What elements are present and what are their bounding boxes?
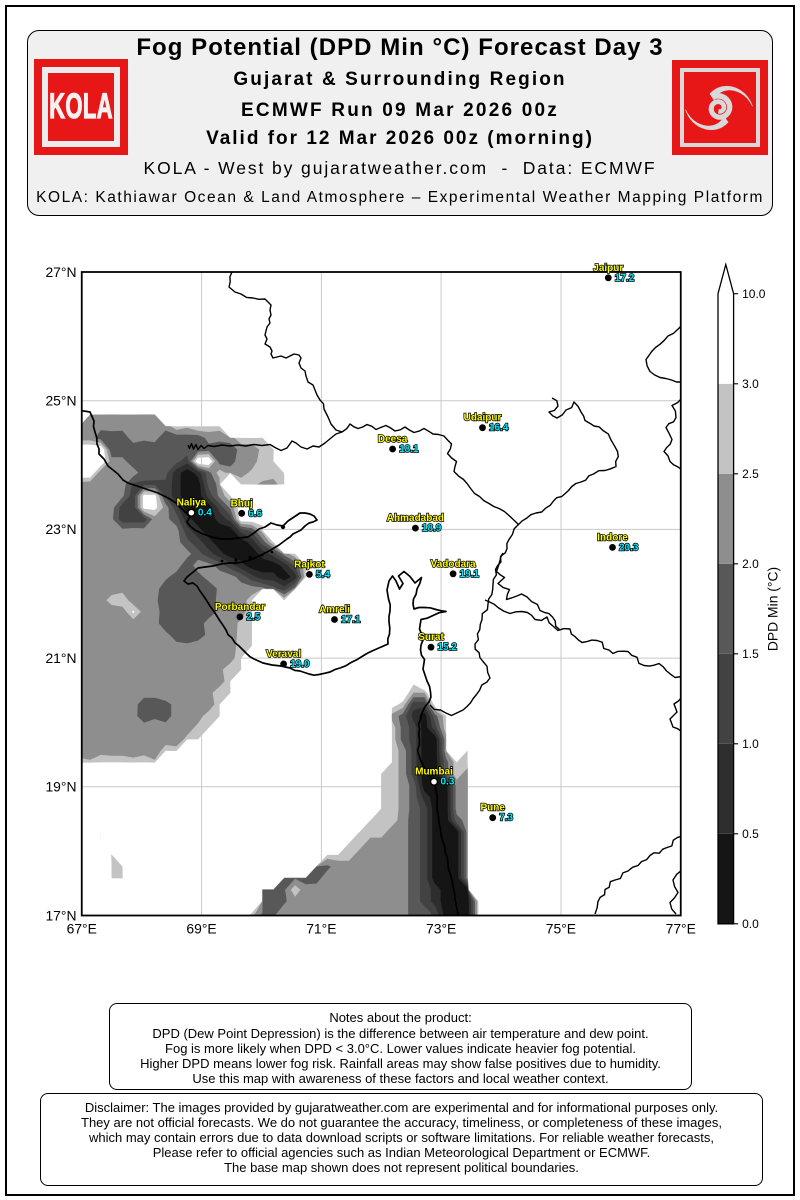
svg-text:17.2: 17.2 (615, 273, 635, 284)
svg-text:1.5: 1.5 (742, 647, 759, 661)
svg-text:Bhuj: Bhuj (231, 498, 253, 509)
svg-text:Porbandar: Porbandar (215, 602, 265, 613)
svg-text:DPD Min (°C): DPD Min (°C) (765, 567, 781, 651)
svg-text:Naliya: Naliya (177, 498, 207, 509)
svg-text:15.2: 15.2 (438, 642, 458, 653)
svg-text:Ahmadabad: Ahmadabad (387, 513, 444, 524)
svg-text:Udaipur: Udaipur (464, 413, 502, 424)
svg-text:17.1: 17.1 (341, 615, 361, 626)
svg-text:0.3: 0.3 (441, 777, 455, 788)
svg-text:19.1: 19.1 (460, 569, 480, 580)
svg-text:20.3: 20.3 (619, 542, 639, 553)
svg-text:Indore: Indore (597, 532, 628, 543)
svg-text:27°N: 27°N (45, 264, 76, 280)
svg-text:2.5: 2.5 (246, 612, 260, 623)
svg-text:18.9: 18.9 (422, 523, 442, 534)
svg-text:69°E: 69°E (186, 921, 216, 937)
svg-text:2.0: 2.0 (742, 557, 759, 571)
svg-text:1.0: 1.0 (742, 737, 759, 751)
svg-text:5.4: 5.4 (316, 569, 330, 580)
svg-text:7.3: 7.3 (499, 813, 513, 824)
svg-text:0.4: 0.4 (198, 508, 212, 519)
svg-text:18.1: 18.1 (399, 444, 419, 455)
svg-text:25°N: 25°N (45, 393, 76, 409)
svg-text:75°E: 75°E (546, 921, 576, 937)
svg-text:17°N: 17°N (45, 907, 76, 923)
svg-text:Pune: Pune (480, 803, 505, 814)
svg-text:Vadodara: Vadodara (431, 559, 476, 570)
svg-text:Amreli: Amreli (319, 605, 350, 616)
svg-text:2.5: 2.5 (742, 467, 759, 481)
svg-text:Deesa: Deesa (378, 434, 408, 445)
svg-text:Rajkot: Rajkot (294, 559, 325, 570)
svg-text:23°N: 23°N (45, 521, 76, 537)
svg-text:0.5: 0.5 (742, 827, 759, 841)
svg-text:21°N: 21°N (45, 650, 76, 666)
svg-text:77°E: 77°E (666, 921, 696, 937)
svg-text:71°E: 71°E (306, 921, 336, 937)
svg-text:67°E: 67°E (67, 921, 97, 937)
svg-text:0.0: 0.0 (742, 917, 759, 931)
svg-text:10.0: 10.0 (742, 287, 766, 301)
svg-text:19°N: 19°N (45, 779, 76, 795)
svg-text:73°E: 73°E (426, 921, 456, 937)
svg-text:Surat: Surat (418, 632, 444, 643)
svg-text:16.4: 16.4 (489, 423, 509, 434)
svg-text:Mumbai: Mumbai (415, 767, 453, 778)
svg-text:19.0: 19.0 (290, 659, 310, 670)
svg-text:3.0: 3.0 (742, 377, 759, 391)
svg-text:Veraval: Veraval (266, 649, 301, 660)
svg-text:6.6: 6.6 (248, 508, 262, 519)
svg-text:Jaipur: Jaipur (593, 263, 623, 274)
